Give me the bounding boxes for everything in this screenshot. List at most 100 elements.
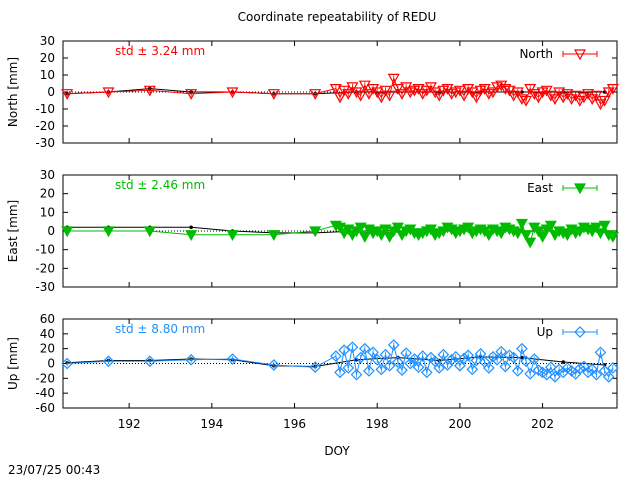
up-data-point bbox=[383, 359, 396, 372]
east-data-point bbox=[515, 218, 528, 230]
north-data-point bbox=[333, 92, 347, 104]
north-data-point bbox=[416, 89, 429, 100]
east-data-point bbox=[424, 224, 437, 236]
up-data-point bbox=[379, 348, 392, 361]
north-data-point bbox=[594, 99, 607, 111]
east-y-tick-label: -10 bbox=[35, 243, 55, 257]
up-data-point bbox=[437, 348, 450, 361]
east-data-point bbox=[309, 226, 322, 238]
east-data-point bbox=[342, 224, 355, 236]
panels-group: 30 20 10 0 -10 -20 -30 North [mm] std ± 3.24 mm N… bbox=[6, 34, 619, 431]
north-data-point bbox=[433, 90, 446, 102]
north-y-tick-label: -10 bbox=[35, 102, 55, 116]
up-data-point bbox=[408, 353, 421, 365]
north-data-point bbox=[350, 87, 363, 99]
up-y-tick-label: 60 bbox=[40, 312, 55, 326]
east-y-tick-label: 30 bbox=[40, 168, 55, 182]
east-data-point bbox=[536, 232, 549, 243]
up-data-point bbox=[412, 361, 425, 374]
x-tick-label: 194 bbox=[200, 417, 223, 431]
north-data-point bbox=[557, 92, 570, 104]
up-data-point bbox=[462, 349, 475, 362]
up-data-point bbox=[350, 368, 363, 381]
up-data-point bbox=[449, 350, 462, 363]
north-data-point bbox=[395, 89, 409, 100]
up-data-point bbox=[540, 368, 553, 381]
north-data-point bbox=[548, 94, 562, 106]
up-data-point bbox=[582, 366, 594, 379]
east-y-tick-label: -20 bbox=[35, 261, 55, 275]
north-data-point bbox=[375, 92, 388, 104]
north-data-point bbox=[362, 89, 375, 100]
east-data-point bbox=[462, 222, 475, 234]
east-data-point bbox=[511, 228, 524, 240]
north-panel: 30 20 10 0 -10 -20 -30 North [mm] std ± 3.24 mm N… bbox=[6, 34, 619, 150]
north-y-tick-label: 30 bbox=[40, 34, 55, 48]
up-data-point bbox=[482, 362, 495, 374]
north-y-tick-label: -20 bbox=[35, 119, 55, 133]
east-y-tick-label: 0 bbox=[47, 224, 55, 238]
north-data-point bbox=[470, 92, 483, 104]
up-y-tick-label: -40 bbox=[35, 386, 55, 400]
north-data-point bbox=[507, 90, 520, 102]
up-data-point bbox=[416, 350, 429, 362]
up-data-point bbox=[491, 353, 503, 366]
up-data-point bbox=[466, 363, 479, 376]
north-data-point bbox=[143, 85, 156, 97]
up-mean-point bbox=[561, 360, 566, 364]
up-data-point bbox=[375, 363, 388, 376]
east-data-point bbox=[520, 230, 533, 241]
north-data-point bbox=[309, 89, 322, 100]
east-data-point bbox=[590, 222, 603, 234]
east-data-point bbox=[379, 224, 392, 236]
north-data-point bbox=[354, 90, 367, 102]
north-data-point bbox=[602, 87, 615, 99]
up-data-point bbox=[363, 365, 375, 377]
east-data-point bbox=[354, 222, 367, 234]
north-data-point bbox=[387, 73, 400, 85]
up-data-point bbox=[367, 346, 379, 359]
north-data-point bbox=[267, 89, 280, 100]
up-std-label: std ± 8.80 mm bbox=[115, 322, 205, 336]
north-std-label: std ± 3.24 mm bbox=[115, 44, 205, 58]
up-data-point bbox=[400, 347, 412, 359]
up-data-point bbox=[474, 348, 487, 360]
north-data-point bbox=[429, 87, 442, 99]
up-y-tick-label: -60 bbox=[35, 401, 55, 415]
north-data-point bbox=[486, 87, 499, 99]
north-data-point bbox=[565, 94, 578, 106]
chart-title: Coordinate repeatability of REDU bbox=[238, 10, 437, 24]
north-data-point bbox=[226, 87, 239, 99]
north-data-point bbox=[342, 89, 355, 100]
x-tick-label: 200 bbox=[448, 417, 471, 431]
east-y-tick-label: -30 bbox=[35, 280, 55, 294]
north-data-point bbox=[544, 90, 557, 102]
north-data-point bbox=[499, 83, 512, 95]
north-data-point bbox=[606, 83, 619, 95]
up-data-point bbox=[268, 359, 280, 371]
up-data-point bbox=[516, 342, 528, 355]
up-data-point bbox=[549, 371, 561, 383]
east-data-point bbox=[606, 232, 619, 243]
up-data-point bbox=[342, 362, 355, 374]
east-data-point bbox=[185, 230, 198, 241]
up-data-point bbox=[507, 351, 520, 364]
east-data-point bbox=[391, 222, 404, 234]
north-data-point bbox=[598, 95, 611, 107]
east-data-point bbox=[544, 220, 557, 232]
east-legend-marker bbox=[573, 183, 587, 195]
north-data-point bbox=[520, 95, 533, 107]
east-mean-point bbox=[189, 225, 193, 230]
up-legend-label: Up bbox=[537, 325, 553, 339]
north-data-point bbox=[573, 95, 586, 107]
up-y-axis-title: Up [mm] bbox=[6, 337, 20, 390]
east-data-point bbox=[143, 226, 156, 238]
up-data-point bbox=[334, 366, 346, 379]
north-data-point bbox=[495, 80, 508, 92]
up-data-point bbox=[495, 345, 508, 358]
north-data-point bbox=[511, 87, 524, 99]
east-data-point bbox=[524, 237, 537, 249]
east-data-point bbox=[375, 230, 388, 241]
up-y-tick-label: 40 bbox=[40, 327, 55, 341]
